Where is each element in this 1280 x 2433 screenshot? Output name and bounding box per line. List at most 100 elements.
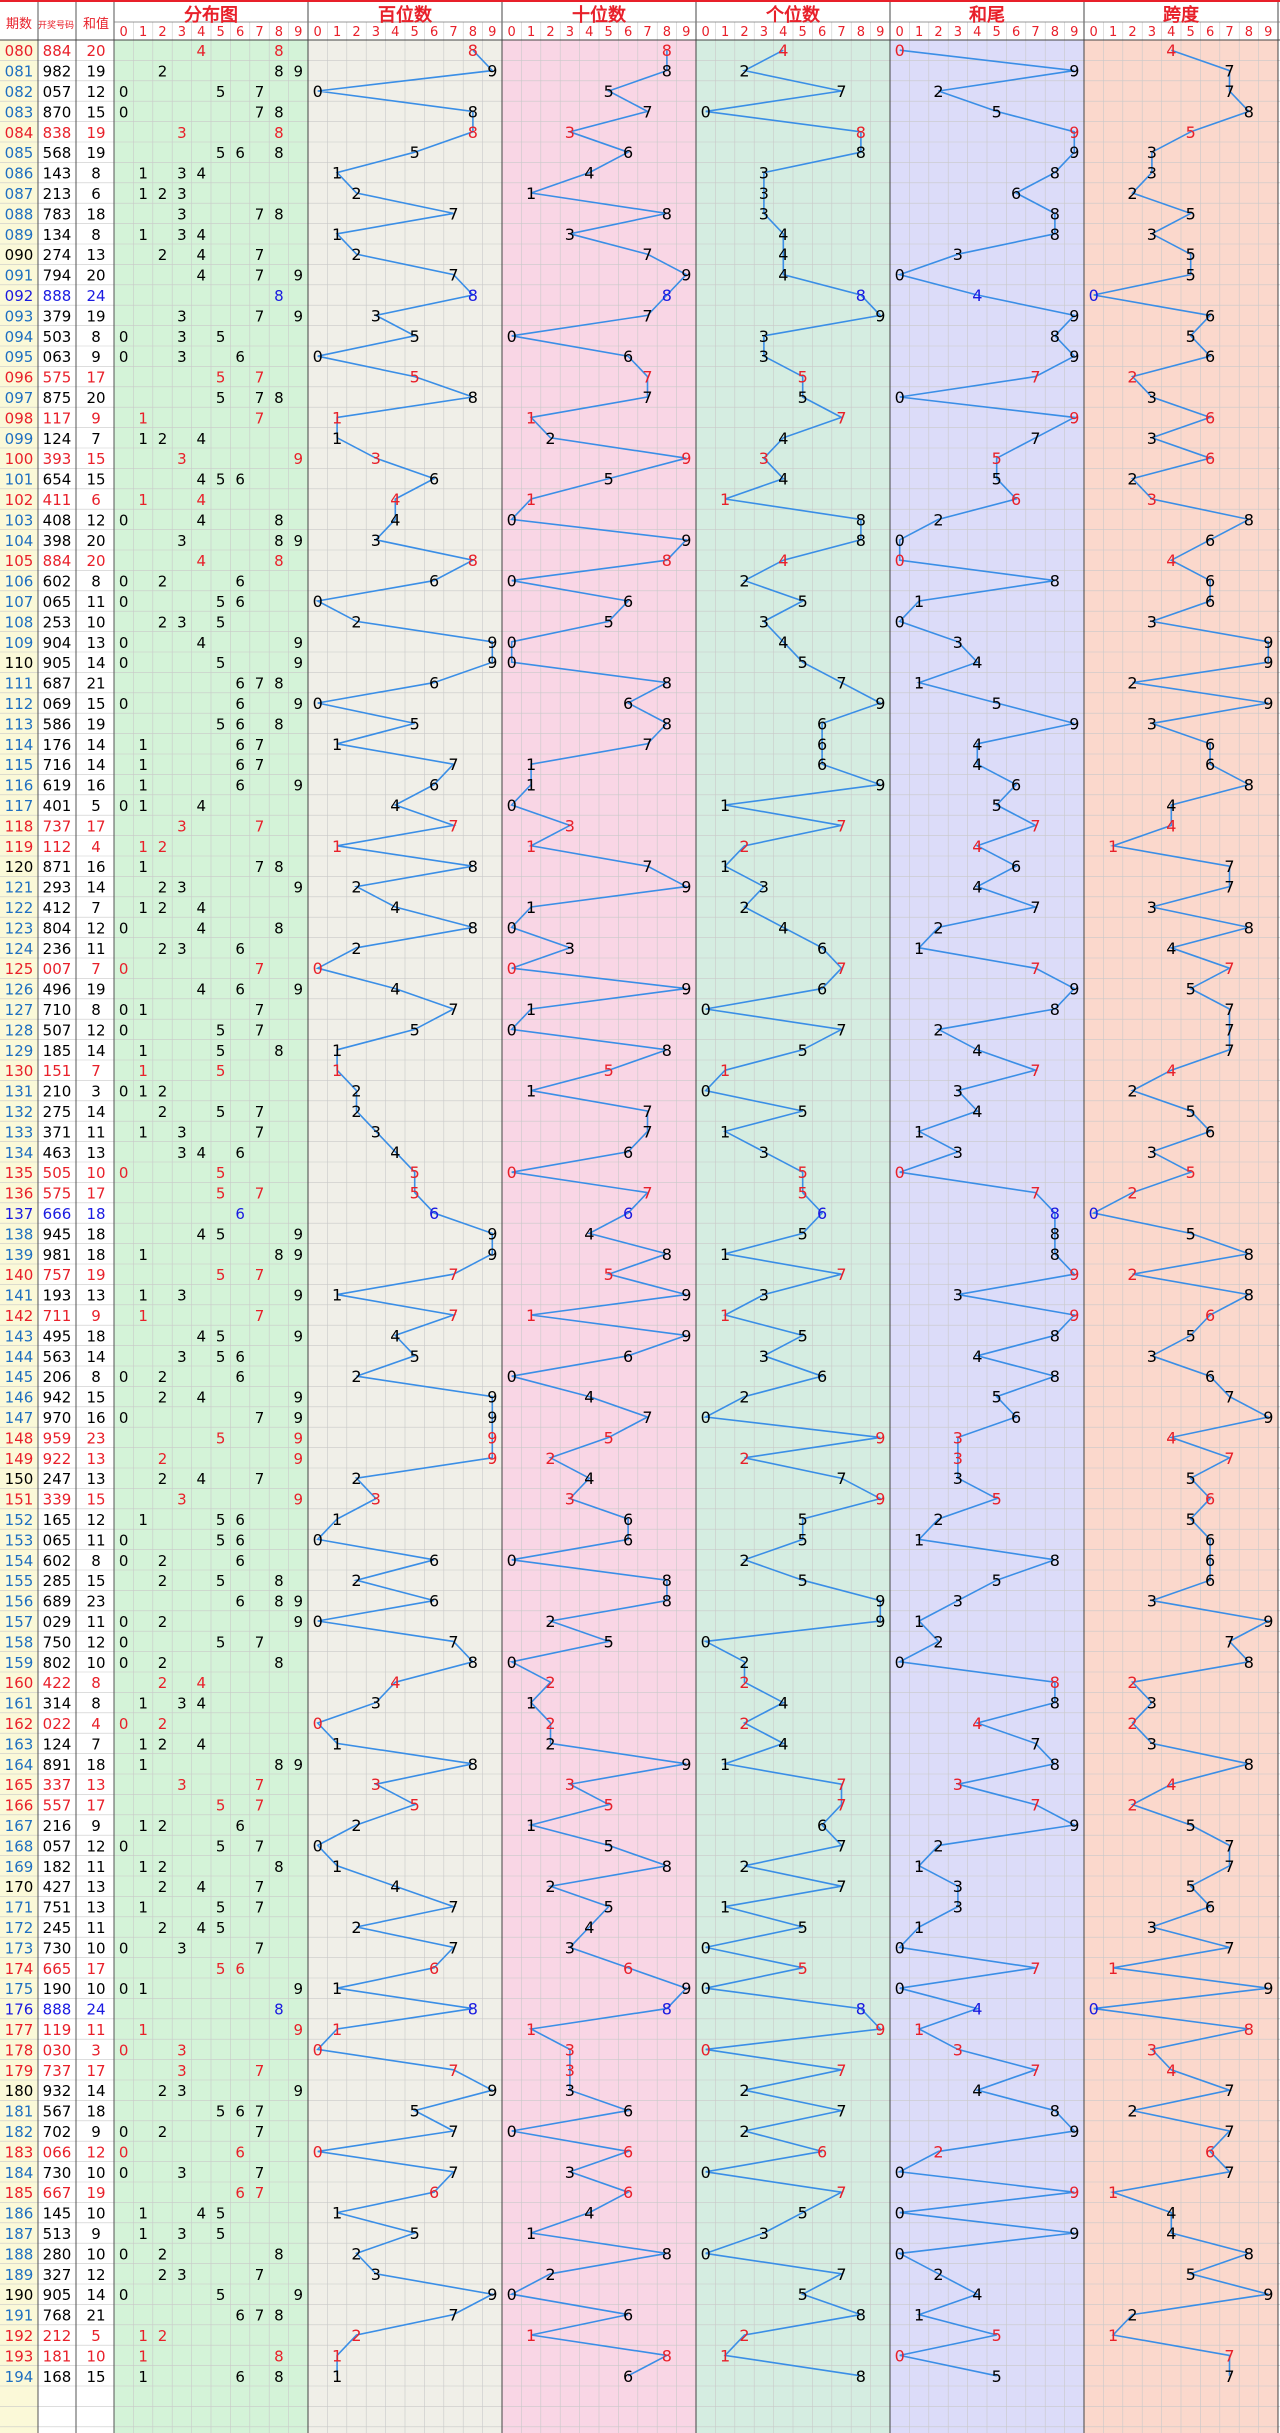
draw-cell: 567 — [43, 2103, 72, 2121]
sum-tail-mark: 5 — [992, 1571, 1002, 1590]
sum-tail-mark: 6 — [1011, 184, 1021, 203]
span-mark: 4 — [1166, 816, 1176, 835]
tens-mark: 9 — [681, 980, 691, 999]
units-mark: 0 — [701, 1632, 711, 1651]
digit-label: 6 — [1012, 25, 1020, 40]
draw-cell: 030 — [43, 2041, 72, 2059]
hundreds-mark: 2 — [351, 1469, 361, 1488]
hundreds-mark: 0 — [313, 694, 323, 713]
sum-tail-mark: 0 — [895, 266, 905, 285]
distribution-mark: 3 — [177, 1695, 187, 1713]
units-mark: 9 — [875, 694, 885, 713]
span-mark: 8 — [1244, 918, 1254, 937]
distribution-mark: 6 — [235, 940, 245, 958]
period-cell: 173 — [5, 1939, 34, 1957]
hundreds-mark: 4 — [390, 796, 400, 815]
tens-mark: 1 — [526, 1816, 536, 1835]
sum-tail-mark: 3 — [953, 245, 963, 264]
distribution-mark: 0 — [119, 1083, 129, 1101]
span-mark: 6 — [1205, 1367, 1215, 1386]
distribution-mark: 1 — [138, 1695, 148, 1713]
draw-cell: 507 — [43, 1021, 72, 1039]
hundreds-mark: 3 — [371, 531, 381, 550]
hundreds-mark: 3 — [371, 2265, 381, 2284]
span-mark: 4 — [1166, 2061, 1176, 2080]
draw-cell: 190 — [43, 1980, 72, 1998]
distribution-mark: 6 — [235, 1552, 245, 1570]
span-mark: 3 — [1147, 2040, 1157, 2059]
distribution-mark: 5 — [216, 1511, 226, 1529]
span-mark: 9 — [1263, 653, 1273, 672]
draw-cell: 665 — [43, 1960, 72, 1978]
span-mark: 5 — [1186, 1326, 1196, 1345]
tens-mark: 5 — [604, 82, 614, 101]
distribution-mark: 0 — [119, 960, 129, 978]
period-cell: 181 — [5, 2103, 34, 2121]
units-mark: 7 — [836, 1836, 846, 1855]
sum-cell: 8 — [91, 1695, 101, 1713]
draw-cell: 496 — [43, 981, 72, 999]
sum-cell: 13 — [86, 1450, 105, 1468]
sum-cell: 16 — [86, 858, 105, 876]
units-mark: 0 — [701, 1979, 711, 1998]
units-mark: 9 — [875, 776, 885, 795]
hundreds-mark: 1 — [332, 1286, 342, 1305]
tens-mark: 8 — [662, 1857, 672, 1876]
span-mark: 3 — [1147, 1347, 1157, 1366]
digit-label: 4 — [1167, 25, 1175, 40]
distribution-mark: 0 — [119, 83, 129, 101]
distribution-mark: 6 — [235, 471, 245, 489]
tens-mark: 6 — [623, 1143, 633, 1162]
span-mark: 5 — [1186, 123, 1196, 142]
draw-cell: 838 — [43, 124, 72, 142]
hundreds-mark: 1 — [332, 1857, 342, 1876]
draw-cell: 602 — [43, 573, 72, 591]
distribution-mark: 5 — [216, 1919, 226, 1937]
units-mark: 2 — [739, 2326, 749, 2345]
distribution-mark: 7 — [255, 409, 265, 427]
hundreds-mark: 9 — [487, 1449, 497, 1468]
distribution-mark: 6 — [235, 715, 245, 733]
sum-cell: 18 — [86, 1327, 105, 1345]
distribution-mark: 1 — [138, 2347, 148, 2365]
draw-cell: 888 — [43, 287, 72, 305]
sum-cell: 5 — [91, 797, 101, 815]
tens-mark: 0 — [507, 2285, 517, 2304]
distribution-mark: 6 — [235, 1593, 245, 1611]
period-cell: 130 — [5, 1062, 34, 1080]
distribution-mark: 1 — [138, 1511, 148, 1529]
sum-cell: 19 — [86, 981, 105, 999]
tens-mark: 5 — [604, 1836, 614, 1855]
sum-tail-mark: 8 — [1050, 204, 1060, 223]
span-mark: 4 — [1166, 1775, 1176, 1794]
sum-tail-mark: 1 — [914, 1122, 924, 1141]
distribution-mark: 1 — [138, 1858, 148, 1876]
sum-tail-mark: 2 — [933, 1836, 943, 1855]
hundreds-mark: 5 — [410, 2224, 420, 2243]
distribution-mark: 2 — [158, 2123, 168, 2141]
distribution-mark: 1 — [138, 1287, 148, 1305]
sum-cell: 13 — [86, 246, 105, 264]
sum-cell: 4 — [91, 838, 101, 856]
distribution-mark: 9 — [294, 1389, 304, 1407]
distribution-mark: 1 — [138, 2021, 148, 2039]
distribution-mark: 7 — [255, 756, 265, 774]
hundreds-mark: 1 — [332, 2020, 342, 2039]
digit-label: 1 — [527, 25, 535, 40]
tens-mark: 8 — [662, 551, 672, 570]
period-cell: 190 — [5, 2286, 34, 2304]
distribution-mark: 6 — [235, 1960, 245, 1978]
draw-cell: 737 — [43, 2062, 72, 2080]
sum-cell: 11 — [86, 1123, 105, 1141]
span-mark: 0 — [1089, 1204, 1099, 1223]
distribution-mark: 1 — [138, 2368, 148, 2386]
draw-cell: 945 — [43, 1225, 72, 1243]
span-mark: 2 — [1127, 1796, 1137, 1815]
sum-cell: 11 — [86, 1858, 105, 1876]
sum-cell: 7 — [91, 1735, 101, 1753]
distribution-mark: 0 — [119, 1001, 129, 1019]
distribution-mark: 0 — [119, 348, 129, 366]
period-cell: 138 — [5, 1225, 34, 1243]
distribution-mark: 2 — [158, 1715, 168, 1733]
distribution-mark: 7 — [255, 83, 265, 101]
